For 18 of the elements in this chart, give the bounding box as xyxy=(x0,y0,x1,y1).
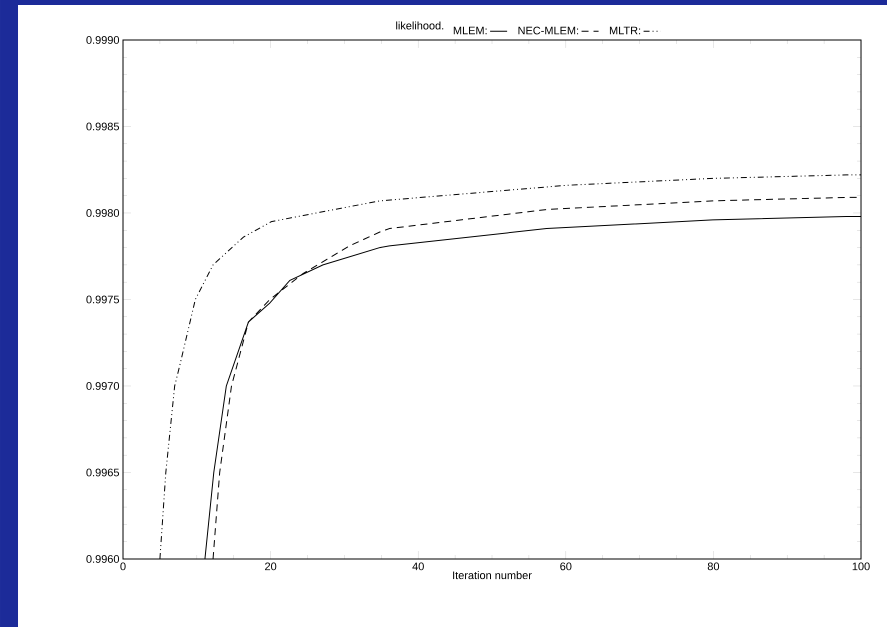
legend-label: NEC-MLEM: xyxy=(518,26,578,34)
x-tick-label: 0 xyxy=(120,562,126,570)
legend-label: MLEM: xyxy=(454,26,487,34)
x-axis-title: Iteration number xyxy=(453,571,532,580)
x-tick-label: 60 xyxy=(560,562,572,570)
y-tick-label: 0.9980 xyxy=(86,209,120,217)
y-tick-label: 0.9985 xyxy=(86,122,120,130)
x-tick-label: 20 xyxy=(265,562,276,570)
x-tick-label: 40 xyxy=(412,562,424,570)
x-tick-label: 80 xyxy=(708,562,720,570)
y-tick-label: 0.9965 xyxy=(86,468,120,476)
chart-title: likelihood. xyxy=(396,21,444,30)
y-tick-label: 0.9990 xyxy=(86,36,120,44)
y-tick-label: 0.9960 xyxy=(86,555,120,563)
x-tick-label: 100 xyxy=(852,562,870,570)
y-tick-label: 0.9975 xyxy=(86,296,120,304)
legend-label: MLTR: xyxy=(610,26,640,34)
y-tick-label: 0.9970 xyxy=(86,382,120,390)
